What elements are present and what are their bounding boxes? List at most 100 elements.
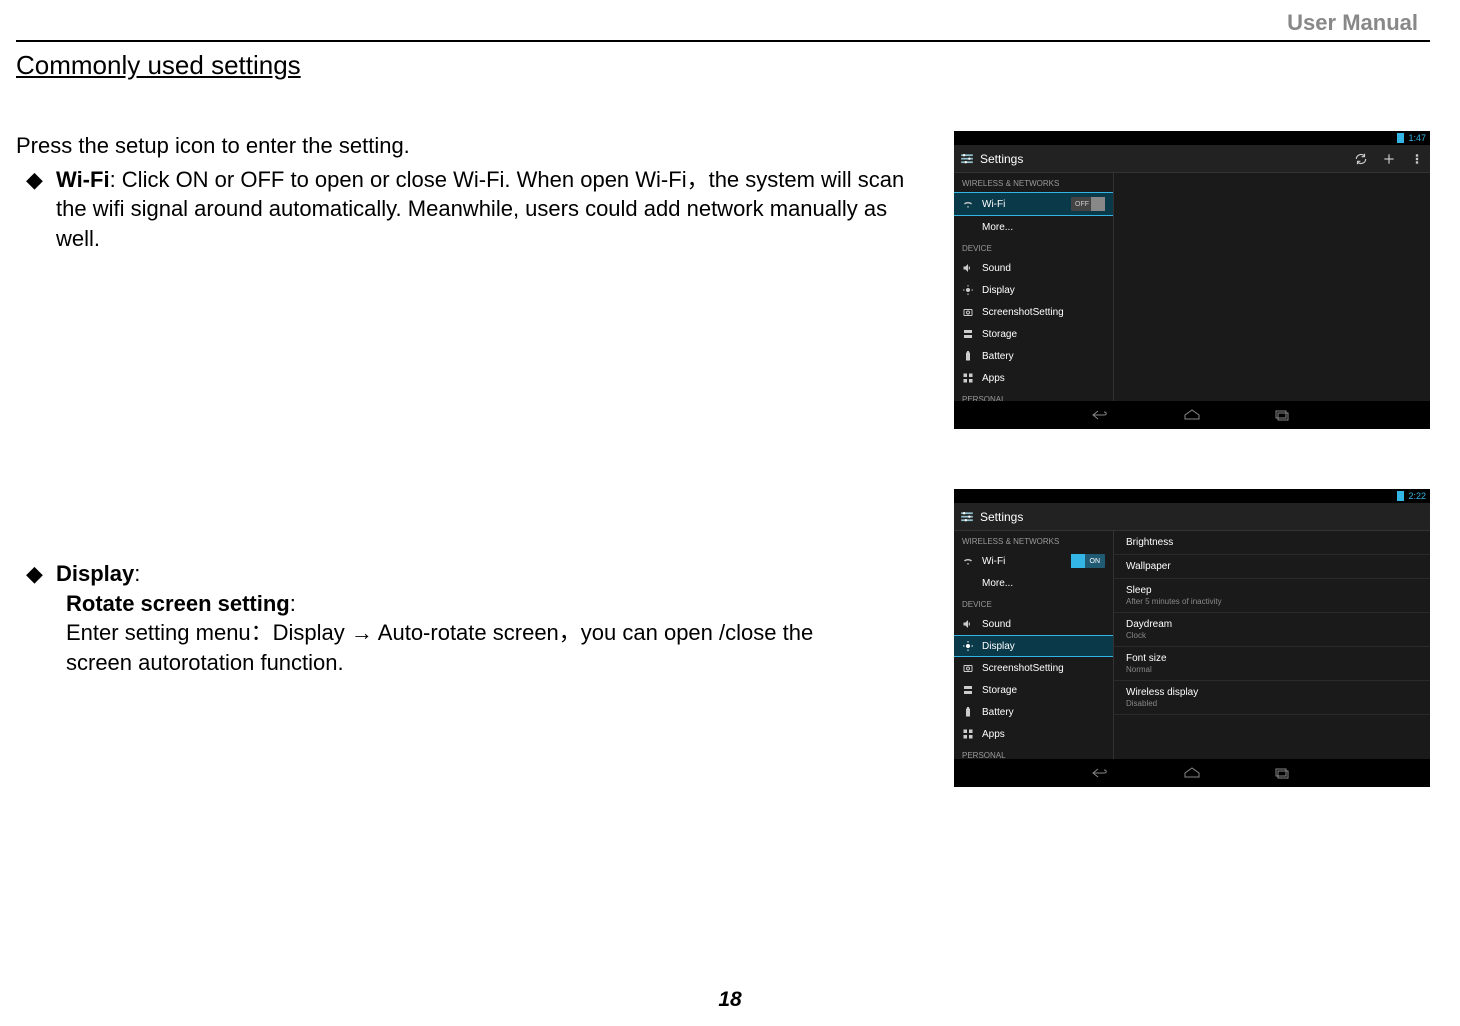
battery-list-icon	[962, 706, 974, 718]
detail-title: Wallpaper	[1126, 561, 1418, 572]
detail-wallpaper[interactable]: Wallpaper	[1114, 555, 1430, 579]
sidebar-label-battery: Battery	[982, 351, 1105, 362]
sidebar-item-battery[interactable]: Battery	[954, 701, 1113, 723]
horizontal-rule	[16, 40, 1430, 42]
detail-pane-display: Brightness Wallpaper Sleep After 5 minut…	[1114, 531, 1430, 759]
wifi-icon	[962, 198, 974, 210]
sidebar-item-storage[interactable]: Storage	[954, 323, 1113, 345]
section-header-wireless: WIRELESS & NETWORKS	[954, 531, 1113, 550]
wifi-toggle-off[interactable]: OFF	[1071, 197, 1105, 211]
app-bar: Settings	[954, 145, 1430, 173]
sidebar-label-display: Display	[982, 285, 1105, 296]
sidebar-item-sound[interactable]: Sound	[954, 613, 1113, 635]
intro-text: Press the setup icon to enter the settin…	[16, 131, 934, 161]
detail-subtitle: Clock	[1126, 631, 1418, 640]
bullet-symbol: ◆	[16, 165, 56, 254]
sidebar-item-apps[interactable]: Apps	[954, 723, 1113, 745]
rotate-desc-2: screen autorotation function.	[56, 648, 934, 678]
detail-title: Wireless display	[1126, 687, 1418, 698]
detail-fontsize[interactable]: Font size Normal	[1114, 647, 1430, 681]
refresh-icon[interactable]	[1354, 152, 1368, 166]
sidebar-label-apps: Apps	[982, 729, 1105, 740]
home-icon[interactable]	[1182, 408, 1202, 422]
navigation-bar	[954, 759, 1430, 787]
screenshot-display-settings: 2:22 Settings WIRELESS & NETWORKS	[954, 489, 1430, 787]
page-number: 18	[0, 988, 1460, 1012]
sidebar-item-display[interactable]: Display	[954, 635, 1113, 657]
sidebar-label-wifi: Wi-Fi	[982, 199, 1063, 210]
storage-icon	[962, 684, 974, 696]
battery-icon	[1397, 491, 1404, 501]
detail-brightness[interactable]: Brightness	[1114, 531, 1430, 555]
sidebar-item-more[interactable]: More...	[954, 216, 1113, 238]
storage-icon	[962, 328, 974, 340]
display-icon	[962, 640, 974, 652]
rotate-label: Rotate screen setting	[66, 591, 290, 616]
sound-icon	[962, 618, 974, 630]
detail-subtitle: After 5 minutes of inactivity	[1126, 597, 1418, 606]
sidebar-label-screenshot: ScreenshotSetting	[982, 663, 1105, 674]
sidebar-item-screenshot[interactable]: ScreenshotSetting	[954, 657, 1113, 679]
detail-pane-empty	[1114, 173, 1430, 401]
sidebar-label-more: More...	[982, 222, 1105, 233]
navigation-bar	[954, 401, 1430, 429]
section-header-device: DEVICE	[954, 594, 1113, 613]
settings-icon	[960, 510, 974, 524]
section-header-device: DEVICE	[954, 238, 1113, 257]
wifi-label: Wi-Fi	[56, 167, 110, 192]
text-block-display: ◆ Display: Rotate screen setting: Enter …	[16, 489, 934, 678]
screenshot-icon	[962, 662, 974, 674]
header-label: User Manual	[16, 10, 1430, 36]
detail-title: Font size	[1126, 653, 1418, 664]
recent-icon[interactable]	[1272, 766, 1292, 780]
sidebar-label-sound: Sound	[982, 619, 1105, 630]
detail-wireless-display[interactable]: Wireless display Disabled	[1114, 681, 1430, 715]
sidebar-label-storage: Storage	[982, 329, 1105, 340]
settings-icon	[960, 152, 974, 166]
apps-icon	[962, 372, 974, 384]
blank-icon	[962, 221, 974, 233]
screenshot-icon	[962, 306, 974, 318]
detail-title: Brightness	[1126, 537, 1418, 548]
sidebar-label-more: More...	[982, 578, 1105, 589]
display-icon	[962, 284, 974, 296]
recent-icon[interactable]	[1272, 408, 1292, 422]
detail-sleep[interactable]: Sleep After 5 minutes of inactivity	[1114, 579, 1430, 613]
sound-icon	[962, 262, 974, 274]
detail-title: Sleep	[1126, 585, 1418, 596]
sidebar-label-storage: Storage	[982, 685, 1105, 696]
back-icon[interactable]	[1092, 766, 1112, 780]
wifi-icon	[962, 555, 974, 567]
colon: :	[134, 561, 140, 586]
settings-sidebar: WIRELESS & NETWORKS Wi-Fi ON More...	[954, 531, 1114, 759]
home-icon[interactable]	[1182, 766, 1202, 780]
detail-title: Daydream	[1126, 619, 1418, 630]
sidebar-item-display[interactable]: Display	[954, 279, 1113, 301]
sidebar-label-screenshot: ScreenshotSetting	[982, 307, 1105, 318]
detail-subtitle: Normal	[1126, 665, 1418, 674]
sidebar-item-storage[interactable]: Storage	[954, 679, 1113, 701]
detail-daydream[interactable]: Daydream Clock	[1114, 613, 1430, 647]
sidebar-item-screenshot[interactable]: ScreenshotSetting	[954, 301, 1113, 323]
sidebar-item-wifi[interactable]: Wi-Fi OFF	[954, 192, 1113, 216]
battery-icon	[1397, 133, 1404, 143]
section-title: Commonly used settings	[16, 50, 1430, 81]
sidebar-item-wifi[interactable]: Wi-Fi ON	[954, 550, 1113, 572]
status-bar: 2:22	[954, 489, 1430, 503]
add-icon[interactable]	[1382, 152, 1396, 166]
bullet-symbol: ◆	[16, 559, 56, 678]
blank-icon	[962, 577, 974, 589]
wifi-toggle-on[interactable]: ON	[1071, 554, 1105, 568]
sidebar-item-sound[interactable]: Sound	[954, 257, 1113, 279]
status-bar: 1:47	[954, 131, 1430, 145]
settings-sidebar: WIRELESS & NETWORKS Wi-Fi OFF More...	[954, 173, 1114, 401]
sidebar-item-more[interactable]: More...	[954, 572, 1113, 594]
colon: :	[290, 591, 296, 616]
sidebar-item-apps[interactable]: Apps	[954, 367, 1113, 389]
overflow-icon[interactable]	[1410, 152, 1424, 166]
status-time: 2:22	[1408, 491, 1426, 501]
rotate-desc-1: Enter setting menu：Display → Auto-rotate…	[56, 618, 934, 648]
back-icon[interactable]	[1092, 408, 1112, 422]
sidebar-item-battery[interactable]: Battery	[954, 345, 1113, 367]
app-bar: Settings	[954, 503, 1430, 531]
